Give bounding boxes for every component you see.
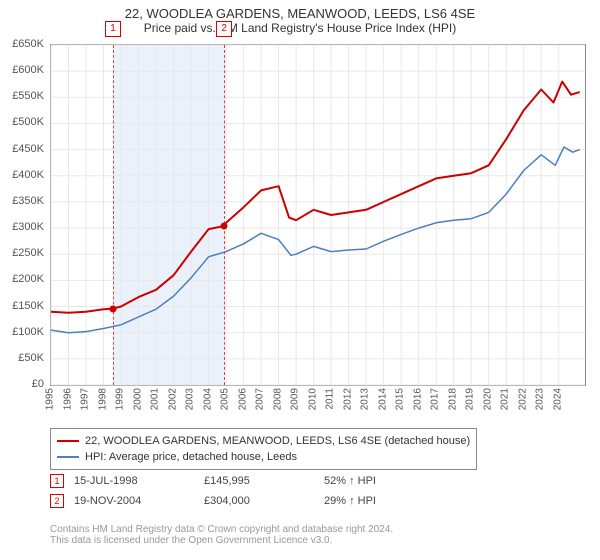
- x-tick-label: 1995: [45, 388, 56, 410]
- x-tick-label: 2013: [360, 388, 371, 410]
- chart-subtitle: Price paid vs. HM Land Registry's House …: [0, 21, 600, 39]
- license-line: Contains HM Land Registry data © Crown c…: [50, 524, 393, 535]
- legend-item: 22, WOODLEA GARDENS, MEANWOOD, LEEDS, LS…: [57, 433, 470, 449]
- x-tick-label: 2000: [132, 388, 143, 410]
- x-tick-label: 2008: [272, 388, 283, 410]
- x-tick-label: 2023: [535, 388, 546, 410]
- x-tick-label: 2001: [150, 388, 161, 410]
- y-tick-label: £600K: [0, 64, 44, 76]
- sale-date: 15-JUL-1998: [74, 475, 204, 487]
- sale-price: £304,000: [204, 495, 324, 507]
- event-point-1: [109, 305, 116, 312]
- sale-row: 2 19-NOV-2004£304,00029% ↑ HPI: [50, 494, 424, 508]
- y-tick-label: £450K: [0, 143, 44, 155]
- x-tick-label: 2005: [220, 388, 231, 410]
- sale-price: £145,995: [204, 475, 324, 487]
- legend-box: 22, WOODLEA GARDENS, MEANWOOD, LEEDS, LS…: [50, 428, 477, 470]
- sale-marker-icon: 1: [50, 474, 64, 488]
- sale-delta: 52% ↑ HPI: [324, 475, 424, 487]
- x-tick-label: 2002: [167, 388, 178, 410]
- x-tick-label: 2006: [237, 388, 248, 410]
- y-tick-label: £350K: [0, 195, 44, 207]
- x-tick-label: 2015: [395, 388, 406, 410]
- sale-date: 19-NOV-2004: [74, 495, 204, 507]
- legend-label: 22, WOODLEA GARDENS, MEANWOOD, LEEDS, LS…: [85, 435, 470, 447]
- sale-delta: 29% ↑ HPI: [324, 495, 424, 507]
- license-text: Contains HM Land Registry data © Crown c…: [50, 524, 393, 546]
- x-tick-label: 2024: [552, 388, 563, 410]
- y-tick-label: £250K: [0, 247, 44, 259]
- x-tick-label: 2021: [500, 388, 511, 410]
- sales-table: 1 15-JUL-1998£145,99552% ↑ HPI 2 19-NOV-200…: [50, 474, 424, 514]
- legend-swatch: [57, 456, 79, 458]
- x-tick-label: 1999: [115, 388, 126, 410]
- x-tick-label: 2016: [412, 388, 423, 410]
- plot-area: 12: [50, 44, 586, 386]
- x-tick-label: 2012: [342, 388, 353, 410]
- x-tick-label: 1996: [62, 388, 73, 410]
- event-marker-1: 1: [105, 21, 121, 37]
- x-tick-label: 2018: [447, 388, 458, 410]
- y-tick-label: £500K: [0, 116, 44, 128]
- series-lines: [51, 45, 585, 385]
- x-tick-label: 2020: [482, 388, 493, 410]
- legend-label: HPI: Average price, detached house, Leed…: [85, 451, 297, 463]
- sale-marker-icon: 2: [50, 494, 64, 508]
- x-tick-label: 2019: [465, 388, 476, 410]
- x-tick-label: 1997: [80, 388, 91, 410]
- x-tick-label: 2009: [290, 388, 301, 410]
- legend-item: HPI: Average price, detached house, Leed…: [57, 449, 470, 465]
- license-line: This data is licensed under the Open Gov…: [50, 535, 393, 546]
- legend-swatch: [57, 440, 79, 442]
- y-tick-label: £550K: [0, 90, 44, 102]
- y-tick-label: £100K: [0, 326, 44, 338]
- y-tick-label: £200K: [0, 273, 44, 285]
- y-tick-label: £150K: [0, 300, 44, 312]
- x-tick-label: 2022: [517, 388, 528, 410]
- x-tick-label: 1998: [97, 388, 108, 410]
- y-tick-label: £300K: [0, 221, 44, 233]
- x-tick-label: 2017: [430, 388, 441, 410]
- x-tick-label: 2003: [185, 388, 196, 410]
- x-tick-label: 2014: [377, 388, 388, 410]
- x-tick-label: 2010: [307, 388, 318, 410]
- y-tick-label: £50K: [0, 352, 44, 364]
- x-tick-label: 2007: [255, 388, 266, 410]
- x-tick-label: 2004: [202, 388, 213, 410]
- event-point-2: [221, 222, 228, 229]
- event-vline: [224, 45, 225, 385]
- event-marker-2: 2: [216, 21, 232, 37]
- chart-title: 22, WOODLEA GARDENS, MEANWOOD, LEEDS, LS…: [0, 0, 600, 21]
- y-tick-label: £0: [0, 378, 44, 390]
- event-vline: [113, 45, 114, 385]
- sale-row: 1 15-JUL-1998£145,99552% ↑ HPI: [50, 474, 424, 488]
- y-tick-label: £400K: [0, 169, 44, 181]
- x-tick-label: 2011: [325, 388, 336, 410]
- y-tick-label: £650K: [0, 38, 44, 50]
